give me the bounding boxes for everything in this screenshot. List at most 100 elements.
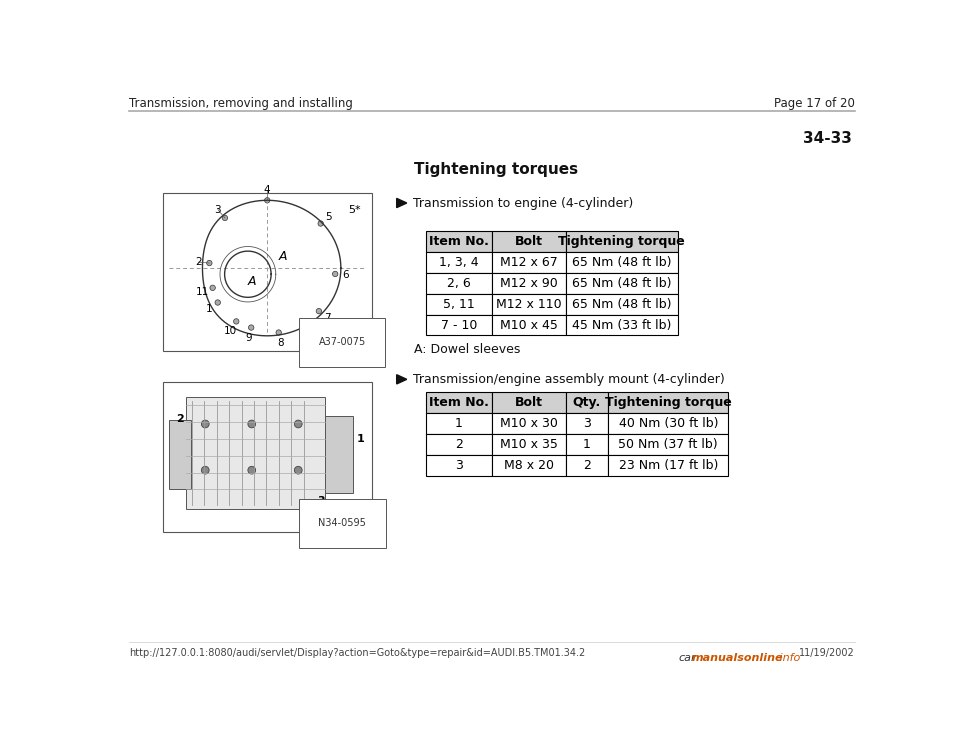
Text: Transmission/engine assembly mount (4-cylinder): Transmission/engine assembly mount (4-cy… bbox=[413, 372, 725, 386]
Bar bbox=[609, 455, 729, 476]
Text: M12 x 67: M12 x 67 bbox=[500, 256, 558, 269]
Bar bbox=[426, 393, 492, 413]
Text: 1: 1 bbox=[455, 417, 463, 430]
Bar bbox=[426, 434, 492, 455]
Text: 45 Nm (33 ft lb): 45 Nm (33 ft lb) bbox=[572, 318, 671, 332]
Text: 3: 3 bbox=[215, 205, 221, 214]
Text: 3: 3 bbox=[583, 417, 590, 430]
Circle shape bbox=[222, 215, 228, 220]
Text: Qty.: Qty. bbox=[573, 396, 601, 410]
Text: M12 x 110: M12 x 110 bbox=[496, 298, 562, 311]
Text: 40 Nm (30 ft lb): 40 Nm (30 ft lb) bbox=[618, 417, 718, 430]
Bar bbox=[492, 232, 565, 252]
Circle shape bbox=[248, 420, 255, 428]
Text: Item No.: Item No. bbox=[429, 396, 489, 410]
Bar bbox=[492, 273, 565, 294]
Text: 2: 2 bbox=[455, 438, 463, 451]
Text: 2: 2 bbox=[176, 413, 183, 424]
Circle shape bbox=[206, 260, 212, 266]
Polygon shape bbox=[396, 375, 407, 384]
Bar bbox=[565, 413, 609, 434]
Bar bbox=[565, 455, 609, 476]
Text: 23 Nm (17 ft lb): 23 Nm (17 ft lb) bbox=[618, 459, 718, 472]
Text: 1: 1 bbox=[205, 303, 212, 314]
Circle shape bbox=[295, 466, 302, 474]
Polygon shape bbox=[396, 198, 407, 208]
Text: 6: 6 bbox=[343, 270, 349, 280]
Text: manualsonline: manualsonline bbox=[691, 653, 782, 663]
Bar bbox=[565, 252, 678, 273]
Text: car: car bbox=[678, 653, 696, 663]
Circle shape bbox=[248, 466, 255, 474]
Text: 50 Nm (37 ft lb): 50 Nm (37 ft lb) bbox=[618, 438, 718, 451]
Circle shape bbox=[233, 319, 239, 324]
Text: 1: 1 bbox=[356, 434, 364, 444]
Bar bbox=[492, 315, 565, 335]
Circle shape bbox=[265, 197, 270, 203]
Bar bbox=[565, 315, 678, 335]
Circle shape bbox=[295, 420, 302, 428]
Circle shape bbox=[202, 466, 209, 474]
Bar bbox=[426, 455, 492, 476]
Text: Tightening torque: Tightening torque bbox=[559, 235, 685, 249]
Text: 3: 3 bbox=[455, 459, 463, 472]
Circle shape bbox=[202, 420, 209, 428]
Text: Page 17 of 20: Page 17 of 20 bbox=[774, 96, 854, 110]
Text: 5, 11: 5, 11 bbox=[444, 298, 475, 311]
Text: Tightening torque: Tightening torque bbox=[605, 396, 732, 410]
Bar bbox=[426, 232, 492, 252]
Text: 5*: 5* bbox=[348, 205, 361, 215]
Text: 9: 9 bbox=[245, 333, 252, 343]
Text: 7 - 10: 7 - 10 bbox=[441, 318, 477, 332]
Text: 2, 6: 2, 6 bbox=[447, 277, 471, 290]
Text: Transmission, removing and installing: Transmission, removing and installing bbox=[130, 96, 353, 110]
Bar bbox=[492, 434, 565, 455]
Text: 2: 2 bbox=[195, 257, 202, 267]
Text: 4: 4 bbox=[264, 185, 271, 194]
Bar bbox=[565, 434, 609, 455]
Bar bbox=[426, 315, 492, 335]
Text: N34-0595: N34-0595 bbox=[319, 519, 367, 528]
Text: 7: 7 bbox=[324, 313, 330, 323]
Text: 65 Nm (48 ft lb): 65 Nm (48 ft lb) bbox=[572, 277, 672, 290]
Text: .info: .info bbox=[777, 653, 801, 663]
Circle shape bbox=[332, 272, 338, 277]
Circle shape bbox=[318, 221, 324, 226]
Circle shape bbox=[210, 285, 215, 291]
Text: 8: 8 bbox=[277, 338, 284, 348]
Text: A: A bbox=[278, 250, 287, 263]
Text: A37-0075: A37-0075 bbox=[319, 338, 366, 347]
Bar bbox=[492, 252, 565, 273]
Text: 65 Nm (48 ft lb): 65 Nm (48 ft lb) bbox=[572, 298, 672, 311]
Circle shape bbox=[316, 309, 322, 314]
Circle shape bbox=[215, 300, 221, 305]
Text: M8 x 20: M8 x 20 bbox=[504, 459, 554, 472]
Bar bbox=[565, 294, 678, 315]
Bar bbox=[565, 232, 678, 252]
Text: 1: 1 bbox=[583, 438, 590, 451]
Text: A: A bbox=[248, 275, 256, 289]
Bar bbox=[609, 413, 729, 434]
Text: 11: 11 bbox=[196, 286, 209, 297]
Text: 5: 5 bbox=[325, 211, 332, 222]
Text: M10 x 35: M10 x 35 bbox=[500, 438, 558, 451]
Bar bbox=[162, 381, 372, 532]
Bar bbox=[492, 413, 565, 434]
Text: Bolt: Bolt bbox=[515, 235, 542, 249]
Text: M10 x 30: M10 x 30 bbox=[500, 417, 558, 430]
Bar bbox=[186, 397, 325, 509]
Bar bbox=[565, 273, 678, 294]
Bar bbox=[162, 193, 372, 351]
Circle shape bbox=[249, 325, 253, 330]
Text: Transmission to engine (4-cylinder): Transmission to engine (4-cylinder) bbox=[413, 197, 634, 209]
Bar bbox=[426, 413, 492, 434]
Text: Item No.: Item No. bbox=[429, 235, 489, 249]
Bar bbox=[609, 434, 729, 455]
Bar bbox=[325, 416, 352, 493]
Text: M12 x 90: M12 x 90 bbox=[500, 277, 558, 290]
Text: 1, 3, 4: 1, 3, 4 bbox=[440, 256, 479, 269]
Bar bbox=[169, 420, 190, 490]
Text: M10 x 45: M10 x 45 bbox=[500, 318, 558, 332]
Text: 3: 3 bbox=[318, 496, 325, 506]
Text: http://127.0.0.1:8080/audi/servlet/Display?action=Goto&type=repair&id=AUDI.B5.TM: http://127.0.0.1:8080/audi/servlet/Displ… bbox=[130, 648, 586, 658]
